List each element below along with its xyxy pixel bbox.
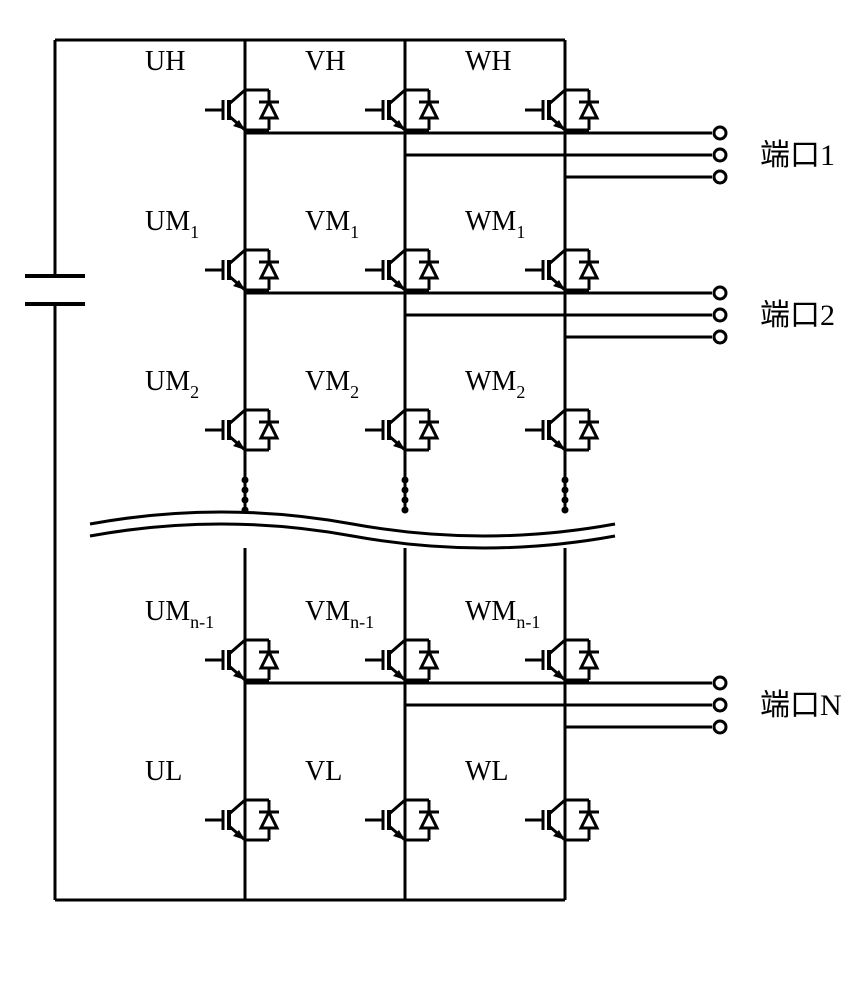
port-1-terminal-1 [714, 149, 726, 161]
port-1-terminal-0 [714, 171, 726, 183]
port-2-label: 端口2 [760, 299, 835, 332]
label-W-r2: WM2 [465, 366, 525, 402]
circuit-diagram: UH VH WH UM1 VM1 WM1 UM2 VM2 WM2 UMn-1 VMn-1 WMn-1 U… [0, 0, 843, 1000]
label-U-r0: UH [145, 46, 185, 77]
igbt-V-r2 [365, 396, 439, 464]
port-N-label: 端口N [760, 689, 842, 722]
label-V-r3: VMn-1 [305, 596, 374, 632]
port-N-terminal-0 [714, 721, 726, 733]
port-N-terminal-2 [714, 677, 726, 689]
port-N-terminal-1 [714, 699, 726, 711]
port-2-terminal-2 [714, 287, 726, 299]
port-2-terminal-1 [714, 309, 726, 321]
port-1-label: 端口1 [760, 139, 835, 172]
label-W-r0: WH [465, 46, 512, 77]
label-W-r1: WM1 [465, 206, 525, 242]
label-U-r1: UM1 [145, 206, 199, 242]
label-V-r4: VL [305, 756, 342, 787]
igbt-W-r2 [525, 396, 599, 464]
label-U-r4: UL [145, 756, 182, 787]
label-W-r3: WMn-1 [465, 596, 540, 632]
igbt-U-r4 [205, 786, 279, 854]
port-1-terminal-2 [714, 127, 726, 139]
label-U-r2: UM2 [145, 366, 199, 402]
label-W-r4: WL [465, 756, 509, 787]
igbt-W-r4 [525, 786, 599, 854]
label-V-r0: VH [305, 46, 345, 77]
port-2-terminal-0 [714, 331, 726, 343]
label-U-r3: UMn-1 [145, 596, 214, 632]
label-V-r2: VM2 [305, 366, 359, 402]
igbt-U-r2 [205, 396, 279, 464]
igbt-V-r4 [365, 786, 439, 854]
label-V-r1: VM1 [305, 206, 359, 242]
